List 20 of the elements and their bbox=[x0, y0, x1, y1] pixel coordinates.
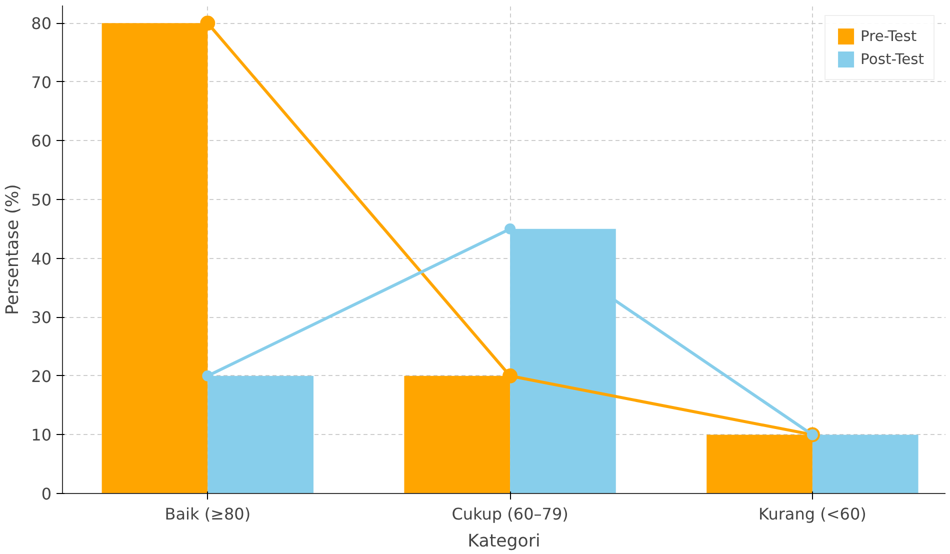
x-tick-label: Cukup (60–79) bbox=[452, 504, 568, 524]
x-tick-label: Kurang (<60) bbox=[758, 504, 866, 524]
x-axis-title: Kategori bbox=[468, 532, 540, 552]
x-tick-label: Baik (≥80) bbox=[164, 504, 251, 524]
y-tick-label: 20 bbox=[31, 366, 52, 386]
y-axis-title: Persentase (%) bbox=[3, 184, 24, 315]
y-tick-label: 10 bbox=[31, 426, 52, 445]
point bbox=[202, 370, 214, 382]
y-tick-label: 40 bbox=[31, 249, 52, 268]
y-tick-label: 50 bbox=[31, 190, 52, 210]
y-tick-label: 30 bbox=[31, 308, 52, 328]
y-tick-label: 60 bbox=[31, 132, 52, 151]
point bbox=[200, 16, 216, 31]
point bbox=[502, 368, 518, 384]
y-tick-label: 0 bbox=[41, 484, 52, 504]
y-tick-label: 70 bbox=[31, 72, 52, 92]
y-tick-label: 80 bbox=[31, 14, 52, 34]
legend-label: Post-Test bbox=[860, 50, 924, 68]
point bbox=[504, 223, 516, 234]
legend-label: Pre-Test bbox=[860, 28, 917, 44]
